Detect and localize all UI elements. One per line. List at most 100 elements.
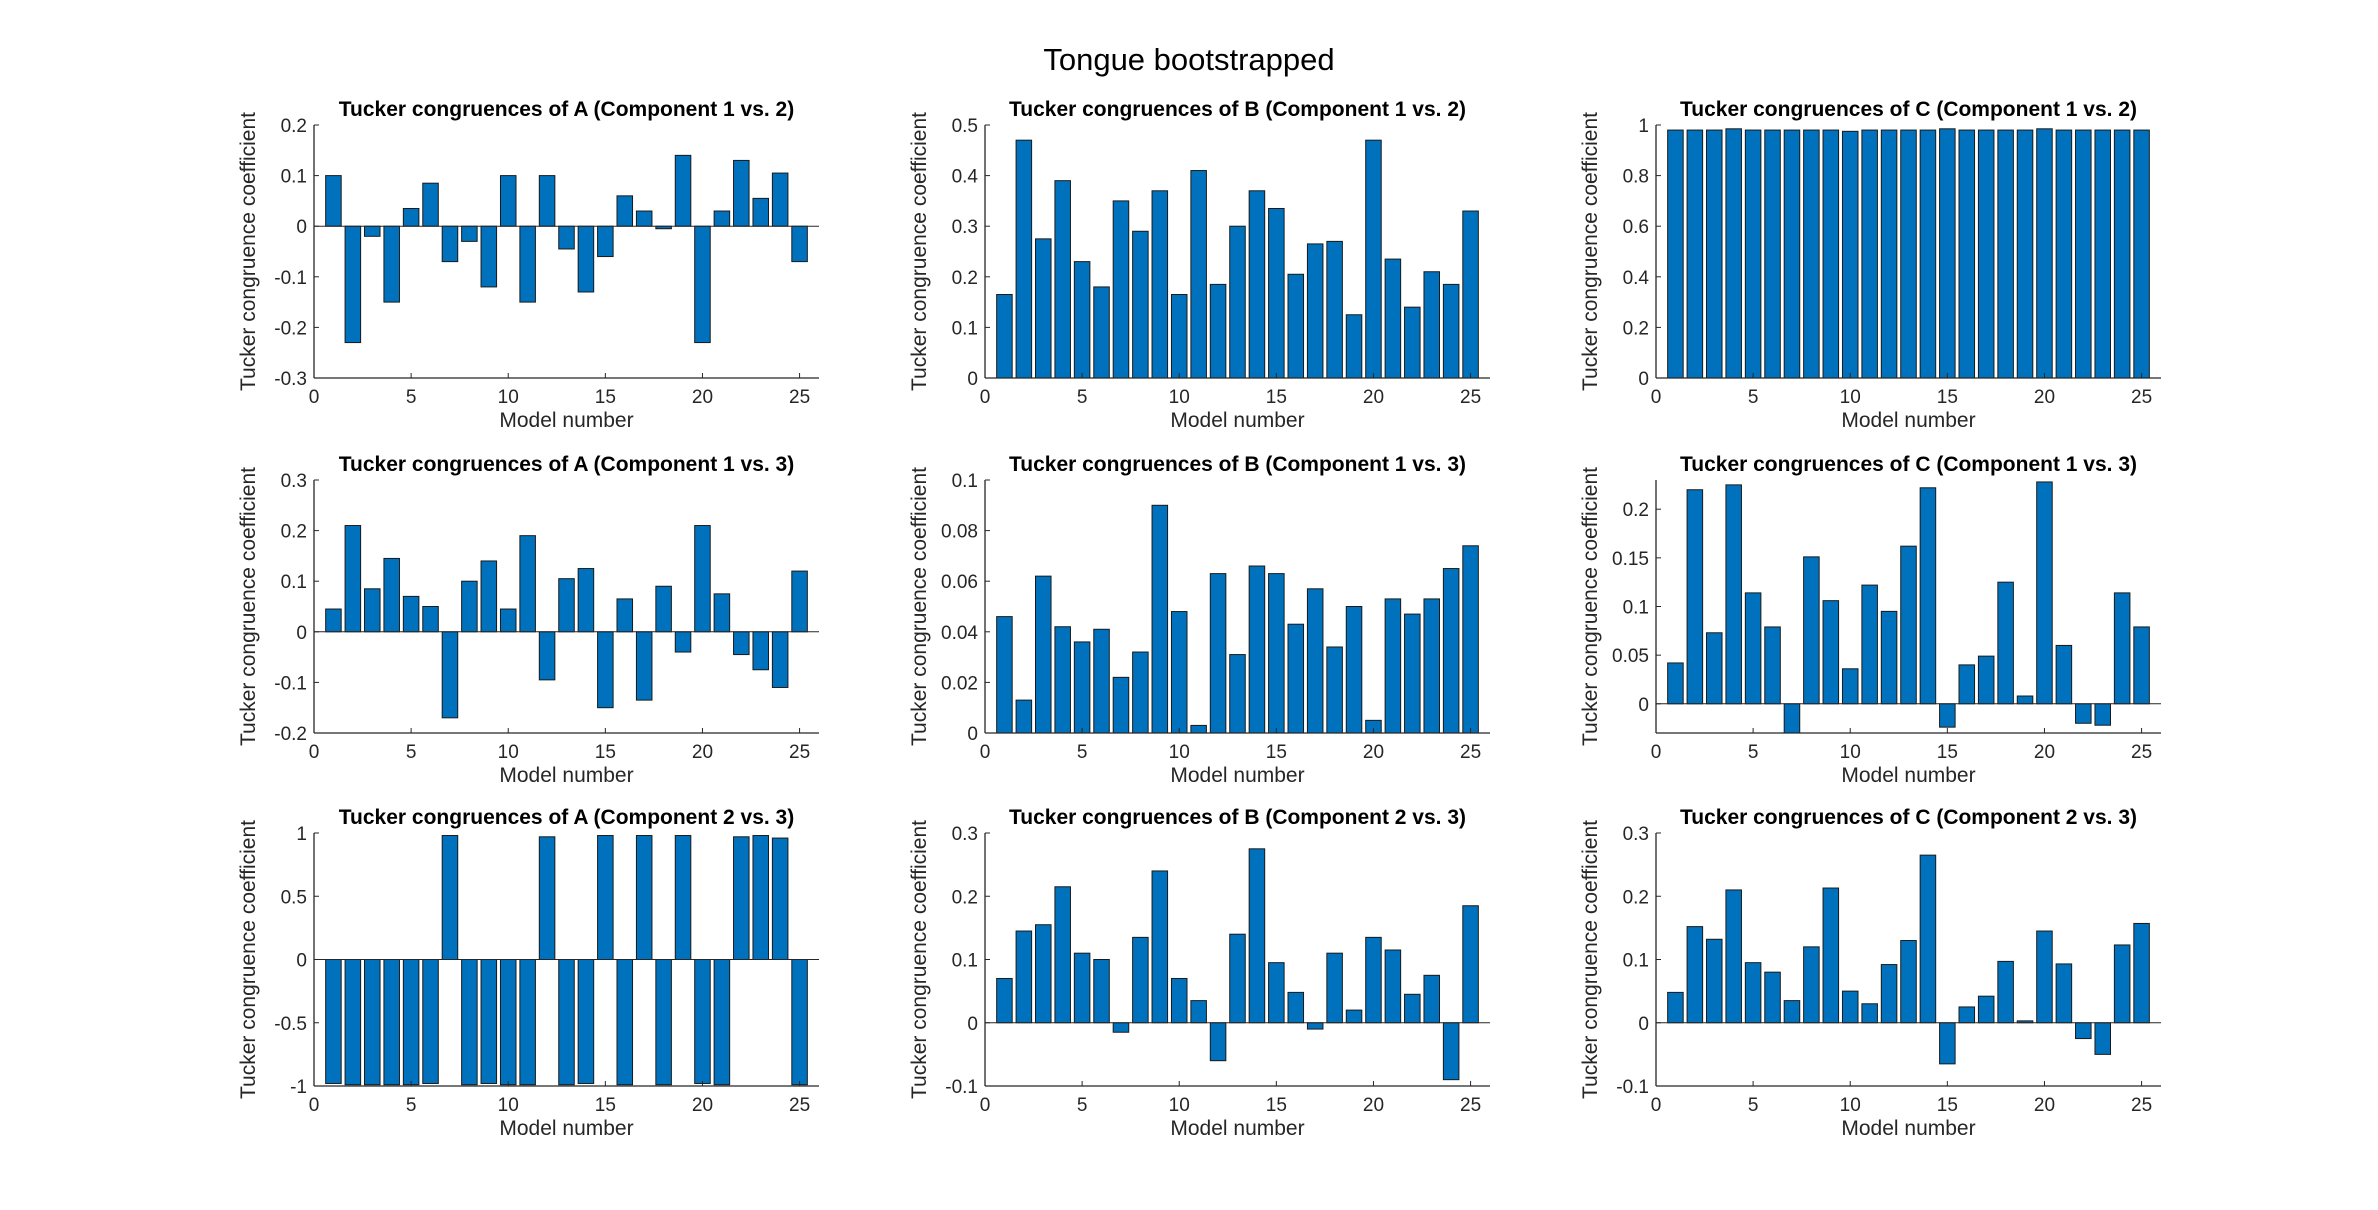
bar bbox=[2016, 695, 2034, 705]
subplot-2: Tucker congruences of B (Component 1 vs.… bbox=[908, 98, 1490, 432]
bar bbox=[1919, 129, 1937, 379]
x-tick-label: 25 bbox=[1460, 1095, 1481, 1116]
bar bbox=[1667, 129, 1684, 379]
bar bbox=[1841, 130, 1859, 379]
bar bbox=[441, 835, 459, 961]
y-tick-label: -1 bbox=[290, 1077, 307, 1098]
bar bbox=[1229, 933, 1246, 1024]
bar bbox=[1384, 258, 1402, 379]
x-tick-label: 25 bbox=[789, 387, 810, 408]
x-tick-label: 20 bbox=[2034, 387, 2055, 408]
x-axis-label: Model number bbox=[1841, 764, 1975, 787]
bar bbox=[1939, 703, 1956, 728]
bar bbox=[325, 175, 342, 227]
bar bbox=[733, 631, 750, 656]
y-tick-label: 1 bbox=[296, 824, 307, 845]
bar bbox=[1248, 190, 1266, 379]
bar bbox=[1880, 964, 1898, 1024]
x-tick-label: 15 bbox=[1937, 742, 1958, 763]
bar bbox=[1132, 651, 1149, 734]
y-tick-label: -0.3 bbox=[274, 369, 307, 390]
bar bbox=[1054, 180, 1071, 379]
y-tick-label: 0.2 bbox=[1623, 500, 1649, 521]
bar bbox=[2094, 129, 2111, 379]
bar bbox=[422, 959, 439, 1084]
y-tick-label: 0.02 bbox=[941, 673, 978, 694]
y-tick-label: -0.5 bbox=[274, 1014, 307, 1035]
bar bbox=[1093, 286, 1110, 379]
bar bbox=[635, 210, 653, 227]
bar bbox=[1015, 139, 1033, 379]
y-tick-label: 0 bbox=[296, 623, 307, 644]
bar bbox=[1170, 611, 1188, 734]
bar bbox=[1306, 588, 1324, 734]
bar bbox=[1822, 887, 1840, 1024]
subplot-title: Tucker congruences of A (Component 1 vs.… bbox=[339, 98, 794, 121]
x-tick-label: 10 bbox=[1840, 1095, 1861, 1116]
y-tick-label: 0.1 bbox=[281, 167, 307, 188]
y-tick-label: 0.3 bbox=[1623, 824, 1649, 845]
bar bbox=[499, 608, 517, 633]
subplot-title: Tucker congruences of C (Component 1 vs.… bbox=[1680, 98, 2137, 121]
y-tick-label: 0.1 bbox=[281, 572, 307, 593]
subplot-4: Tucker congruences of A (Component 1 vs.… bbox=[237, 453, 819, 787]
bar bbox=[1306, 1022, 1324, 1030]
bar bbox=[1783, 703, 1801, 734]
subplot-title: Tucker congruences of B (Component 1 vs.… bbox=[1009, 453, 1466, 476]
bar bbox=[325, 608, 342, 633]
bar bbox=[1015, 699, 1033, 734]
bar bbox=[1345, 314, 1363, 379]
bar bbox=[1442, 283, 1460, 379]
subplot-title: Tucker congruences of B (Component 2 vs.… bbox=[1009, 806, 1466, 829]
y-axis-label: Tucker congruence coefficient bbox=[237, 112, 260, 391]
bar bbox=[499, 959, 517, 1086]
bar bbox=[1345, 1009, 1363, 1024]
x-tick-label: 5 bbox=[1077, 1095, 1088, 1116]
x-tick-label: 20 bbox=[2034, 1095, 2055, 1116]
x-tick-label: 15 bbox=[1937, 387, 1958, 408]
bar bbox=[1783, 129, 1801, 379]
bar bbox=[2133, 922, 2150, 1024]
y-tick-label: 0.4 bbox=[1623, 268, 1650, 289]
bar bbox=[344, 225, 362, 344]
x-axis-label: Model number bbox=[499, 764, 633, 787]
y-tick-label: 0.2 bbox=[281, 116, 307, 137]
y-tick-label: -0.1 bbox=[1616, 1077, 1649, 1098]
bar bbox=[1384, 598, 1402, 734]
y-tick-label: 0 bbox=[296, 951, 307, 972]
bar bbox=[1112, 200, 1130, 379]
x-tick-label: 20 bbox=[1363, 742, 1384, 763]
bar bbox=[2075, 1022, 2092, 1040]
bar bbox=[1132, 936, 1149, 1024]
subplot-title: Tucker congruences of C (Component 2 vs.… bbox=[1680, 806, 2137, 829]
y-tick-label: 0.8 bbox=[1623, 167, 1649, 188]
bar bbox=[616, 959, 634, 1086]
bar bbox=[2113, 129, 2131, 379]
bar bbox=[1229, 225, 1246, 379]
bar bbox=[791, 570, 808, 633]
bar bbox=[441, 631, 459, 719]
x-tick-label: 0 bbox=[309, 742, 320, 763]
bar bbox=[1939, 1022, 1956, 1065]
bar bbox=[2075, 703, 2092, 724]
bar bbox=[1997, 581, 2014, 705]
bar bbox=[1287, 623, 1305, 734]
x-tick-label: 10 bbox=[1169, 1095, 1190, 1116]
bar bbox=[1764, 129, 1781, 379]
x-tick-label: 0 bbox=[980, 1095, 991, 1116]
bar bbox=[771, 837, 789, 960]
bar bbox=[402, 959, 420, 1086]
subplot-7: Tucker congruences of A (Component 2 vs.… bbox=[237, 806, 819, 1140]
bar bbox=[2036, 128, 2053, 379]
bar bbox=[1423, 974, 1441, 1024]
bar bbox=[1977, 995, 1995, 1024]
bar bbox=[461, 959, 478, 1086]
bar bbox=[538, 836, 556, 960]
x-tick-label: 5 bbox=[1077, 742, 1088, 763]
y-tick-label: 0.1 bbox=[1623, 951, 1649, 972]
bar bbox=[1073, 641, 1091, 734]
subplot-8: Tucker congruences of B (Component 2 vs.… bbox=[908, 806, 1490, 1140]
bar bbox=[674, 154, 692, 227]
bar bbox=[2113, 592, 2131, 705]
bar bbox=[1764, 626, 1781, 705]
